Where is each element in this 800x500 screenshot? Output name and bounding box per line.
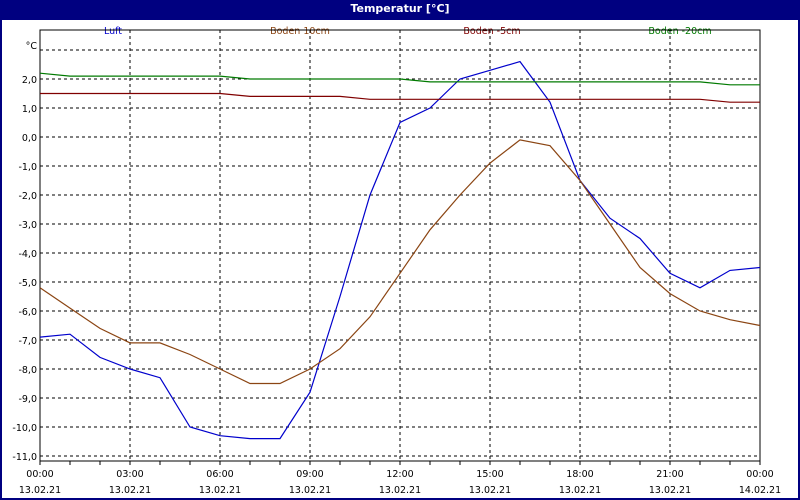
- y-tick-label: 1,0: [22, 104, 37, 115]
- x-tick-time: 00:00: [26, 469, 53, 480]
- x-tick-date: 13.02.21: [559, 485, 601, 496]
- x-tick-time: 21:00: [656, 469, 683, 480]
- x-tick-time: 12:00: [386, 469, 413, 480]
- x-tick-date: 13.02.21: [379, 485, 421, 496]
- x-tick-date: 13.02.21: [469, 485, 511, 496]
- x-tick-date: 13.02.21: [19, 485, 61, 496]
- x-tick-date: 13.02.21: [289, 485, 331, 496]
- window-title: Temperatur [°C]: [350, 2, 450, 15]
- x-tick-date: 13.02.21: [109, 485, 151, 496]
- y-tick-label: -2,0: [18, 191, 37, 202]
- y-tick-label: -8,0: [18, 365, 37, 376]
- y-tick-label: -7,0: [18, 336, 37, 347]
- legend-item-luft: Luft: [104, 26, 122, 37]
- x-tick-time: 06:00: [206, 469, 233, 480]
- y-tick-label: -5,0: [18, 278, 37, 289]
- y-tick-label: -4,0: [18, 249, 37, 260]
- x-tick-time: 03:00: [116, 469, 143, 480]
- x-tick-date: 13.02.21: [649, 485, 691, 496]
- series-line-boden-5cm: [40, 92, 760, 103]
- x-tick-time: 00:00: [746, 469, 773, 480]
- series-line-boden-10cm: [39, 139, 761, 385]
- legend-item-boden-20cm: Boden -20cm: [648, 26, 711, 37]
- x-tick-date: 14.02.21: [739, 485, 781, 496]
- y-tick-label: -1,0: [18, 162, 37, 173]
- series-line-boden-20cm: [39, 72, 760, 86]
- series-line-luft: [39, 60, 761, 440]
- temperature-chart: Luft Boden 10cm Boden -5cm Boden -20cm °C 2,0…: [12, 26, 781, 496]
- legend-item-boden-10cm: Boden 10cm: [270, 26, 330, 37]
- y-tick-label: -6,0: [18, 307, 37, 318]
- x-tick-time: 09:00: [296, 469, 323, 480]
- y-tick-label: 2,0: [22, 75, 37, 86]
- y-tick-label: -11,0: [12, 452, 37, 463]
- y-tick-label: -3,0: [18, 220, 37, 231]
- x-tick-time: 15:00: [476, 469, 503, 480]
- chart-area: Luft Boden 10cm Boden -5cm Boden -20cm °C 2,0…: [2, 20, 798, 498]
- x-tick-date: 13.02.21: [199, 485, 241, 496]
- legend-item-boden-5cm: Boden -5cm: [463, 26, 520, 37]
- x-tick-time: 18:00: [566, 469, 593, 480]
- y-tick-label: -10,0: [12, 423, 37, 434]
- y-tick-label: 0,0: [22, 133, 37, 144]
- y-axis-unit: °C: [26, 41, 38, 52]
- y-tick-label: -9,0: [18, 394, 37, 405]
